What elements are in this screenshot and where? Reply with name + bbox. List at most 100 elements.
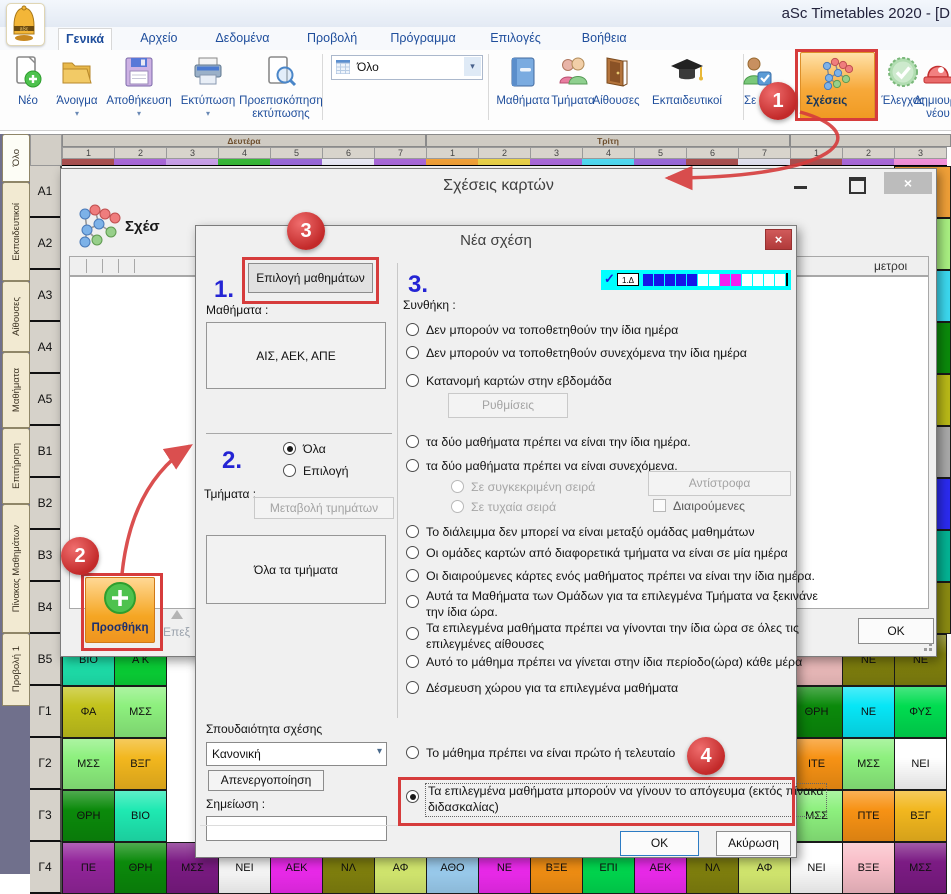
toolbar-button-Μαθήματα[interactable]: Μαθήματα — [496, 95, 550, 107]
checkbox-icon — [653, 499, 666, 512]
toolbar-button-Αποθήκευση[interactable]: Αποθήκευση — [106, 95, 172, 107]
note-input[interactable] — [206, 816, 387, 841]
sidebar-tab-Αίθουσες[interactable]: Αίθουσες — [2, 281, 30, 352]
condition-option-11[interactable]: Αυτό το μάθημα πρέπει να γίνεται στην ίδ… — [406, 655, 802, 671]
toolbar-button-Δημιουργ[interactable]: Δημιουργ — [913, 95, 951, 107]
order-fixed-radio[interactable]: Σε συγκεκριμένη σειρά — [451, 480, 595, 496]
reverse-button[interactable]: Αντίστροφα — [648, 471, 791, 496]
strip-square — [709, 274, 719, 286]
timetable-cell-ΜΣΣ[interactable]: ΜΣΣ — [790, 790, 843, 842]
timetable-cell-ΝΕΙ[interactable]: ΝΕΙ — [894, 738, 947, 790]
condition-option-5[interactable]: τα δύο μαθήματα πρέπει να είναι συνεχόμε… — [406, 459, 678, 475]
toolbar-button-Νέο[interactable]: Νέο — [18, 95, 38, 107]
toolbar-button-Τμήματα[interactable]: Τμήματα — [551, 95, 595, 107]
condition-option-7[interactable]: Οι ομάδες καρτών από διαφορετικά τμήματα… — [406, 546, 788, 562]
classes-select-radio[interactable]: Επιλογή — [283, 464, 349, 480]
sidebar-tab-Πίνακας Μαθημάτων[interactable]: Πίνακας Μαθημάτων — [2, 504, 30, 633]
timetable-cell-ΦΑ[interactable]: ΦΑ — [62, 686, 115, 738]
chevron-down-icon[interactable]: ▾ — [136, 109, 141, 118]
relations-molecule-icon — [819, 56, 854, 91]
sidebar-tab-Προβολή 1[interactable]: Προβολή 1 — [2, 633, 30, 706]
chevron-down-icon[interactable]: ▾ — [464, 57, 481, 76]
toolbar-button-Εκτύπωση[interactable]: Εκτύπωση — [180, 95, 236, 107]
chevron-down-icon[interactable]: ▾ — [205, 109, 210, 118]
condition-option-13[interactable]: Το μάθημα πρέπει να είναι πρώτο ή τελευτ… — [406, 746, 675, 762]
condition-option-9[interactable]: Αυτά τα Μαθήματα των Ομάδων για τα επιλε… — [406, 589, 818, 621]
minimize-icon[interactable] — [794, 186, 807, 189]
timetable-cell-ΝΕ[interactable]: ΝΕ — [842, 686, 895, 738]
timetable-cell-ΒΙΟ[interactable]: ΒΙΟ — [114, 790, 167, 842]
select-courses-button[interactable]: Επιλογή μαθημάτων — [248, 263, 373, 293]
menu-tab-Αρχείο[interactable]: Αρχείο — [140, 31, 178, 45]
row-label-Γ4: Γ4 — [30, 842, 62, 894]
radio-icon — [406, 746, 419, 759]
edit-relation-label[interactable]: Επεξ — [163, 625, 191, 639]
timetable-cell-ΜΣΣ[interactable]: ΜΣΣ — [62, 738, 115, 790]
timetable-cell-ΙΤΕ[interactable]: ΙΤΕ — [790, 738, 843, 790]
sidebar-tab-Όλο[interactable]: Όλο — [2, 134, 30, 182]
toolbar-button-Άνοιγμα[interactable]: Άνοιγμα — [56, 95, 98, 107]
condition-option-label: Το διάλειμμα δεν μπορεί να είναι μεταξύ … — [426, 525, 755, 539]
period-header: 7 — [374, 147, 427, 159]
classes-all-radio[interactable]: Όλα — [283, 442, 326, 458]
order-random-radio[interactable]: Σε τυχαία σειρά — [451, 500, 556, 516]
toolbar-button-Έλεγχος[interactable]: Έλεγχος — [881, 95, 925, 107]
period-color-strip — [62, 159, 115, 166]
divided-checkbox[interactable]: Διαιρούμενες — [653, 499, 745, 515]
toolbar-button-Προεπισκόπηση[interactable]: Προεπισκόπηση — [239, 95, 323, 107]
condition-option-label: τα δύο μαθήματα πρέπει να είναι την ίδια… — [426, 435, 691, 449]
timetable-cell-ΝΕΙ[interactable]: ΝΕΙ — [790, 842, 843, 894]
new-relation-ok-button[interactable]: OK — [620, 831, 699, 856]
distribution-settings-button[interactable]: Ρυθμίσεις — [448, 393, 568, 418]
timetable-cell-ΦΥΣ[interactable]: ΦΥΣ — [894, 686, 947, 738]
condition-option-14[interactable]: Τα επιλεγμένα μαθήματα μπορούν να γίνουν… — [406, 783, 827, 817]
condition-option-8[interactable]: Οι διαιρούμενες κάρτες ενός μαθήματος πρ… — [406, 569, 815, 585]
toolbar-button-label2: εκτύπωσης — [252, 108, 310, 120]
chevron-down-icon[interactable]: ▾ — [376, 746, 382, 757]
timetable-cell-ΒΞΓ[interactable]: ΒΞΓ — [114, 738, 167, 790]
toolbar-button-Αίθουσες[interactable]: Αίθουσες — [592, 95, 640, 107]
view-dropdown[interactable]: Όλο ▾ — [331, 55, 483, 80]
condition-option-3[interactable]: Κατανομή καρτών στην εβδομάδα — [406, 374, 612, 390]
sidebar-tab-Εκπαιδευτικοί[interactable]: Εκπαιδευτικοί — [2, 182, 30, 281]
condition-option-4[interactable]: τα δύο μαθήματα πρέπει να είναι την ίδια… — [406, 435, 691, 451]
toolbar-button-Εκπαιδευτικοί[interactable]: Εκπαιδευτικοί — [652, 95, 722, 107]
close-icon[interactable]: × — [884, 172, 932, 194]
close-icon[interactable]: × — [765, 229, 792, 250]
timetable-cell-ΜΣΣ[interactable]: ΜΣΣ — [114, 686, 167, 738]
menu-tab-Πρόγραμμα[interactable]: Πρόγραμμα — [390, 31, 456, 45]
timetable-cell-ΘΡΗ[interactable]: ΘΡΗ — [114, 842, 167, 894]
timetable-cell-ΘΡΗ[interactable]: ΘΡΗ — [62, 790, 115, 842]
period-color-strip — [842, 159, 895, 166]
add-relation-button[interactable]: Προσθήκη — [85, 577, 155, 643]
timetable-cell-ΜΣΣ[interactable]: ΜΣΣ — [842, 738, 895, 790]
menu-tab-Επιλογές[interactable]: Επιλογές — [490, 31, 541, 45]
menu-tab-Βοήθεια[interactable]: Βοήθεια — [581, 31, 627, 45]
toolbar-relations-label[interactable]: Σχέσεις — [806, 95, 848, 107]
chevron-down-icon[interactable]: ▾ — [74, 109, 79, 118]
disable-button[interactable]: Απενεργοποίηση — [208, 770, 324, 791]
condition-option-2[interactable]: Δεν μπορούν να τοποθετηθούν συνεχόμενα τ… — [406, 346, 747, 362]
condition-option-10[interactable]: Τα επιλεγμένα μαθήματα πρέπει να γίνοντα… — [406, 621, 799, 653]
grid-corner — [30, 134, 62, 166]
change-classes-button[interactable]: Μεταβολή τμημάτων — [254, 497, 394, 519]
timetable-cell-ΠΕ[interactable]: ΠΕ — [62, 842, 115, 894]
maximize-icon[interactable] — [849, 177, 866, 194]
importance-dropdown[interactable]: Κανονική ▾ — [206, 742, 387, 766]
timetable-cell-ΘΡΗ[interactable]: ΘΡΗ — [790, 686, 843, 738]
sidebar-tab-Μαθήματα[interactable]: Μαθήματα — [2, 352, 30, 428]
new-relation-cancel-button[interactable]: Ακύρωση — [716, 831, 791, 856]
timetable-cell-ΜΣΣ[interactable]: ΜΣΣ — [894, 842, 947, 894]
menu-tab-Δεδομένα[interactable]: Δεδομένα — [215, 31, 270, 45]
condition-option-1[interactable]: Δεν μπορούν να τοποθετηθούν την ίδια ημέ… — [406, 323, 678, 339]
relations-ok-button[interactable]: OK — [858, 618, 934, 644]
period-header: 4 — [218, 147, 271, 159]
timetable-cell-ΒΞΓ[interactable]: ΒΞΓ — [894, 790, 947, 842]
menu-tab-Γενικά[interactable]: Γενικά — [58, 28, 113, 50]
sidebar-tab-Επιτήρηση[interactable]: Επιτήρηση — [2, 428, 30, 504]
timetable-cell-ΒΞΕ[interactable]: ΒΞΕ — [842, 842, 895, 894]
condition-option-12[interactable]: Δέσμευση χώρου για τα επιλεγμένα μαθήματ… — [406, 681, 678, 697]
timetable-cell-ΠΤΕ[interactable]: ΠΤΕ — [842, 790, 895, 842]
menu-tab-Προβολή[interactable]: Προβολή — [307, 31, 358, 45]
condition-option-6[interactable]: Το διάλειμμα δεν μπορεί να είναι μεταξύ … — [406, 525, 755, 541]
